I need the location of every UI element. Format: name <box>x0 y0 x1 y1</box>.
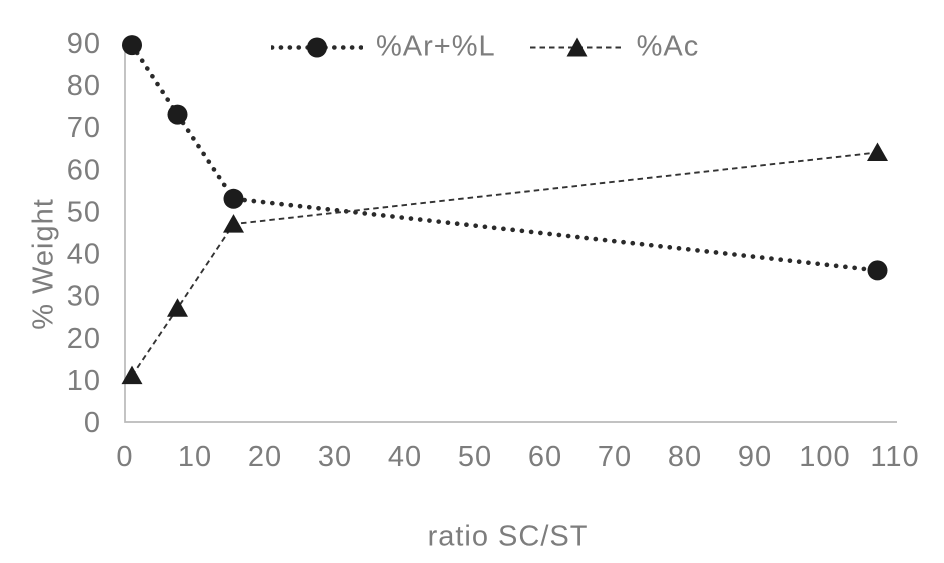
x-tick-label: 80 <box>668 441 702 473</box>
data-point-circle <box>122 35 142 56</box>
legend-label-ar-l: %Ar+%L <box>376 30 496 63</box>
x-tick-label: 60 <box>528 441 562 473</box>
axis-lines <box>124 43 897 423</box>
x-tick-label: 100 <box>799 441 850 473</box>
x-tick-label: 20 <box>248 441 282 473</box>
data-point-triangle <box>121 365 143 385</box>
x-axis-title: ratio SC/ST <box>427 520 589 553</box>
y-tick-label: 60 <box>67 154 101 186</box>
x-tick-label: 70 <box>598 441 632 473</box>
y-axis-tick-labels: 0 10 20 30 40 50 60 70 80 90 <box>67 28 101 439</box>
legend-label-ac: %Ac <box>636 30 700 63</box>
y-axis-title: % Weight <box>27 198 60 330</box>
data-point-triangle <box>167 298 188 317</box>
x-tick-label: 50 <box>458 441 492 473</box>
series-ar-l <box>122 35 888 281</box>
data-point-circle <box>223 188 244 209</box>
series-ac <box>121 142 888 385</box>
data-point-triangle <box>867 142 888 161</box>
x-tick-label: 10 <box>178 441 212 473</box>
legend-entry-ar-l: %Ar+%L <box>271 31 496 64</box>
x-tick-label: 110 <box>870 441 919 473</box>
y-tick-label: 90 <box>67 28 101 60</box>
y-tick-label: 70 <box>67 112 101 144</box>
y-tick-label: 30 <box>67 281 101 313</box>
y-tick-label: 0 <box>84 407 101 439</box>
y-tick-label: 80 <box>67 70 101 102</box>
legend-dotted-circle-sample-icon <box>271 37 363 57</box>
y-tick-label: 50 <box>67 196 101 228</box>
x-tick-label: 0 <box>116 441 133 473</box>
x-axis-tick-labels: 0 10 20 30 40 50 60 70 80 90 100 110 <box>116 441 919 473</box>
x-tick-label: 90 <box>738 441 772 473</box>
data-point-circle <box>167 104 188 125</box>
y-tick-label: 20 <box>67 323 101 355</box>
series-line-dotted <box>129 42 880 273</box>
legend: %Ar+%L %Ac <box>271 31 699 64</box>
x-tick-label: 40 <box>388 441 422 473</box>
y-tick-label: 40 <box>67 239 101 271</box>
x-tick-label: 30 <box>318 441 352 473</box>
y-tick-label: 10 <box>67 365 101 397</box>
legend-dashed-triangle-sample-icon <box>529 37 624 56</box>
legend-entry-ac: %Ac <box>529 30 700 64</box>
data-point-circle <box>867 260 888 281</box>
data-point-triangle <box>223 214 244 233</box>
series-line-dashed <box>131 151 878 377</box>
